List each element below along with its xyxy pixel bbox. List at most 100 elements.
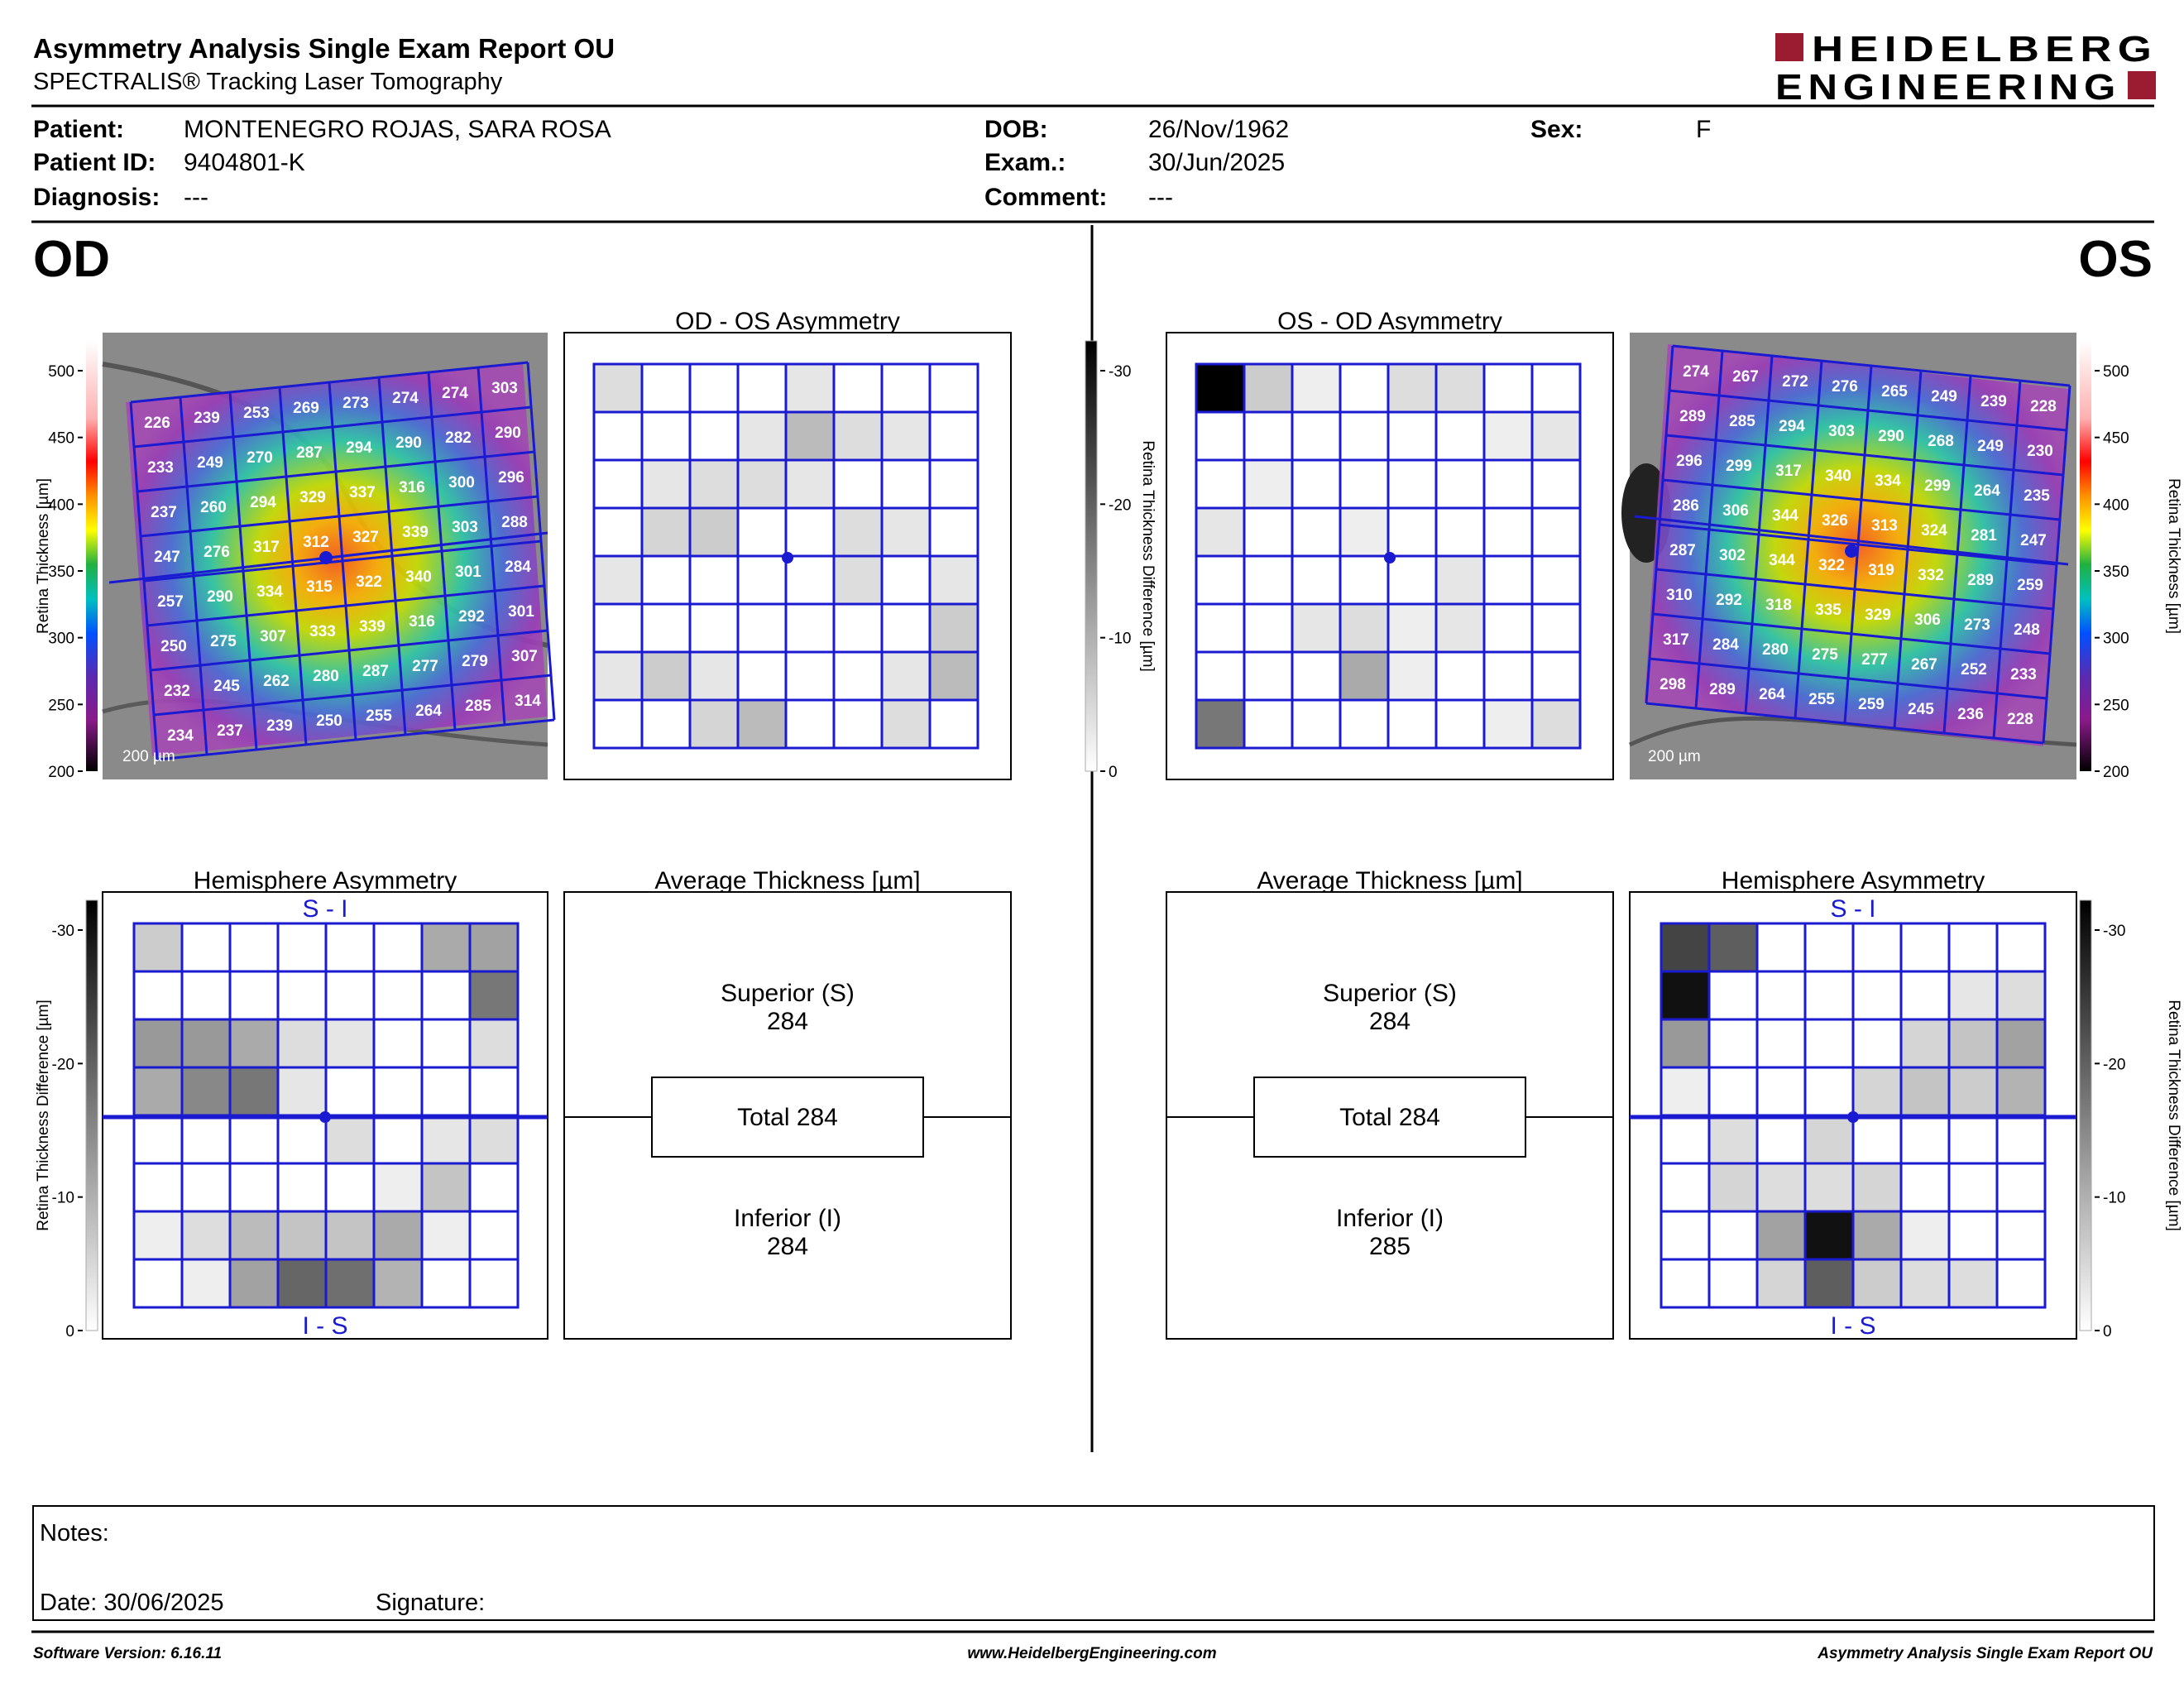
os-thickness-value: 335 <box>1815 602 1842 619</box>
od-asymmetry-cell <box>832 698 884 750</box>
logo-square-top <box>1775 33 1803 61</box>
exam-value: 30/Jun/2025 <box>1148 149 1285 176</box>
footer-report-name: Asymmetry Analysis Single Exam Report OU <box>1817 1645 2153 1662</box>
os-thickness-value: 306 <box>1722 502 1749 520</box>
os-hemisphere-cell <box>1899 1066 1951 1117</box>
os-asymmetry-cell <box>1434 602 1486 654</box>
os-thickness-value: 252 <box>1961 661 1987 679</box>
os-asymmetry-cell <box>1387 698 1438 750</box>
os-asymmetry-cell <box>1530 650 1582 702</box>
od-thickness-value: 239 <box>194 410 220 427</box>
od-hemisphere-cell <box>276 1018 328 1069</box>
os-thickness-scale-tick-label: 500 <box>2103 363 2129 381</box>
od-thickness-value: 280 <box>313 668 339 685</box>
os-asymmetry-cell <box>1434 554 1486 606</box>
os-asymmetry-cell <box>1482 698 1534 750</box>
notes-box[interactable] <box>32 1505 2155 1621</box>
od-hemisphere-cell <box>276 1114 328 1165</box>
od-hemisphere-cell <box>180 1066 232 1117</box>
diagnosis-value: --- <box>184 184 208 211</box>
logo-square-bottom <box>2128 71 2156 99</box>
logo-text-line2: ENGINEERING <box>1775 67 2121 108</box>
os-thickness-value: 306 <box>1914 611 1941 629</box>
os-thickness-value: 284 <box>1712 636 1739 654</box>
os-asymmetry-cell <box>1387 458 1438 510</box>
od-thickness-scale-tick-label: 400 <box>48 496 74 514</box>
os-asymmetry-cell <box>1434 410 1486 462</box>
os-hemisphere-cell <box>1755 1114 1807 1165</box>
os-asymmetry-cell <box>1482 362 1534 414</box>
os-hemisphere-cell <box>1947 1210 1999 1261</box>
os-asymmetry-cell <box>1530 554 1582 606</box>
od-asymmetry-cell <box>736 554 788 606</box>
os-thickness-value: 318 <box>1765 597 1792 614</box>
patient-id-label: Patient ID: <box>33 149 156 176</box>
od-thickness-value: 292 <box>458 608 485 626</box>
os-thickness-value: 344 <box>1769 552 1795 569</box>
os-asymmetry-cell <box>1339 554 1390 606</box>
os-thickness-value: 264 <box>1974 482 2000 500</box>
od-asymmetry-cell <box>736 650 788 702</box>
os-hemisphere-cell <box>1803 1162 1855 1213</box>
od-asymmetry-cell <box>880 602 932 654</box>
os-hemisphere-cell <box>1707 922 1759 973</box>
od-average-title: Average Thickness [µm] <box>654 867 920 894</box>
od-asymmetry-cell <box>880 554 932 606</box>
os-asymmetry-cell <box>1195 698 1246 750</box>
os-superior-value: 284 <box>1369 1008 1410 1035</box>
os-asymmetry-cell <box>1291 410 1342 462</box>
os-thickness-value: 276 <box>1832 378 1858 396</box>
od-hemisphere-cell <box>372 970 424 1021</box>
od-hemisphere-cell <box>420 970 472 1021</box>
od-hemisphere-cell <box>324 1162 376 1213</box>
od-asymmetry-cell <box>880 650 932 702</box>
od-thickness-value: 245 <box>213 678 240 695</box>
os-hemisphere-top-label: S - I <box>1830 895 1875 923</box>
od-thickness-value: 322 <box>356 573 382 591</box>
os-thickness-value: 344 <box>1772 507 1798 525</box>
os-thickness-scale-tick-label: 200 <box>2103 764 2129 781</box>
report-subtitle: SPECTRALIS® Tracking Laser Tomography <box>33 69 503 95</box>
od-inferior-label: Inferior (I) <box>734 1205 841 1232</box>
od-total-box <box>651 1077 924 1158</box>
os-thickness-value: 259 <box>2017 577 2043 594</box>
od-thickness-value: 279 <box>462 653 488 670</box>
od-thickness-value: 339 <box>359 618 386 635</box>
od-asymmetry-cell <box>688 602 740 654</box>
os-hemisphere-cell <box>1851 1018 1903 1069</box>
os-asymmetry-cell <box>1387 506 1438 558</box>
os-hemisphere-cell <box>1947 1162 1999 1213</box>
od-thickness-value: 249 <box>197 454 223 472</box>
od-thickness-value: 307 <box>511 648 538 665</box>
od-thickness-value: 294 <box>346 439 372 457</box>
os-asymmetry-cell <box>1243 506 1294 558</box>
os-hemisphere-cell <box>1899 1258 1951 1309</box>
od-hemisphere-cell <box>276 1258 328 1309</box>
od-asymmetry-cell <box>880 410 932 462</box>
od-thickness-value: 288 <box>501 514 528 531</box>
od-asymmetry-cell <box>688 650 740 702</box>
os-hemisphere-cell <box>1947 1114 1999 1165</box>
os-thickness-value: 317 <box>1663 631 1689 649</box>
footer-website[interactable]: www.HeidelbergEngineering.com <box>967 1645 1216 1662</box>
os-hemisphere-cell <box>1899 922 1951 973</box>
od-thickness-axis-label: Retina Thickness [µm] <box>35 478 52 634</box>
od-thickness-value: 250 <box>316 712 342 730</box>
od-hemi-diff-scale: -30 -20 -10 0 Retina Thickness Difference [… <box>35 899 98 1340</box>
od-hemisphere-cell <box>468 1066 520 1117</box>
od-hemisphere-cell <box>372 1066 424 1117</box>
od-thickness-value: 290 <box>395 434 422 452</box>
od-hemisphere-cell <box>420 1066 472 1117</box>
od-hemisphere-cell <box>468 1210 520 1261</box>
od-asymmetry-cell <box>592 698 644 750</box>
report-title: Asymmetry Analysis Single Exam Report OU <box>33 33 615 64</box>
od-thickness-gridline <box>143 539 542 583</box>
os-hemisphere-cell <box>1995 1018 2047 1069</box>
od-hemisphere-cell <box>420 1210 472 1261</box>
os-asymmetry-cell <box>1195 410 1246 462</box>
os-thickness-value: 228 <box>2030 398 2057 415</box>
os-asymmetry-cell <box>1195 554 1246 606</box>
os-thickness-value: 236 <box>1957 706 1984 723</box>
od-thickness-gridline <box>526 362 556 721</box>
